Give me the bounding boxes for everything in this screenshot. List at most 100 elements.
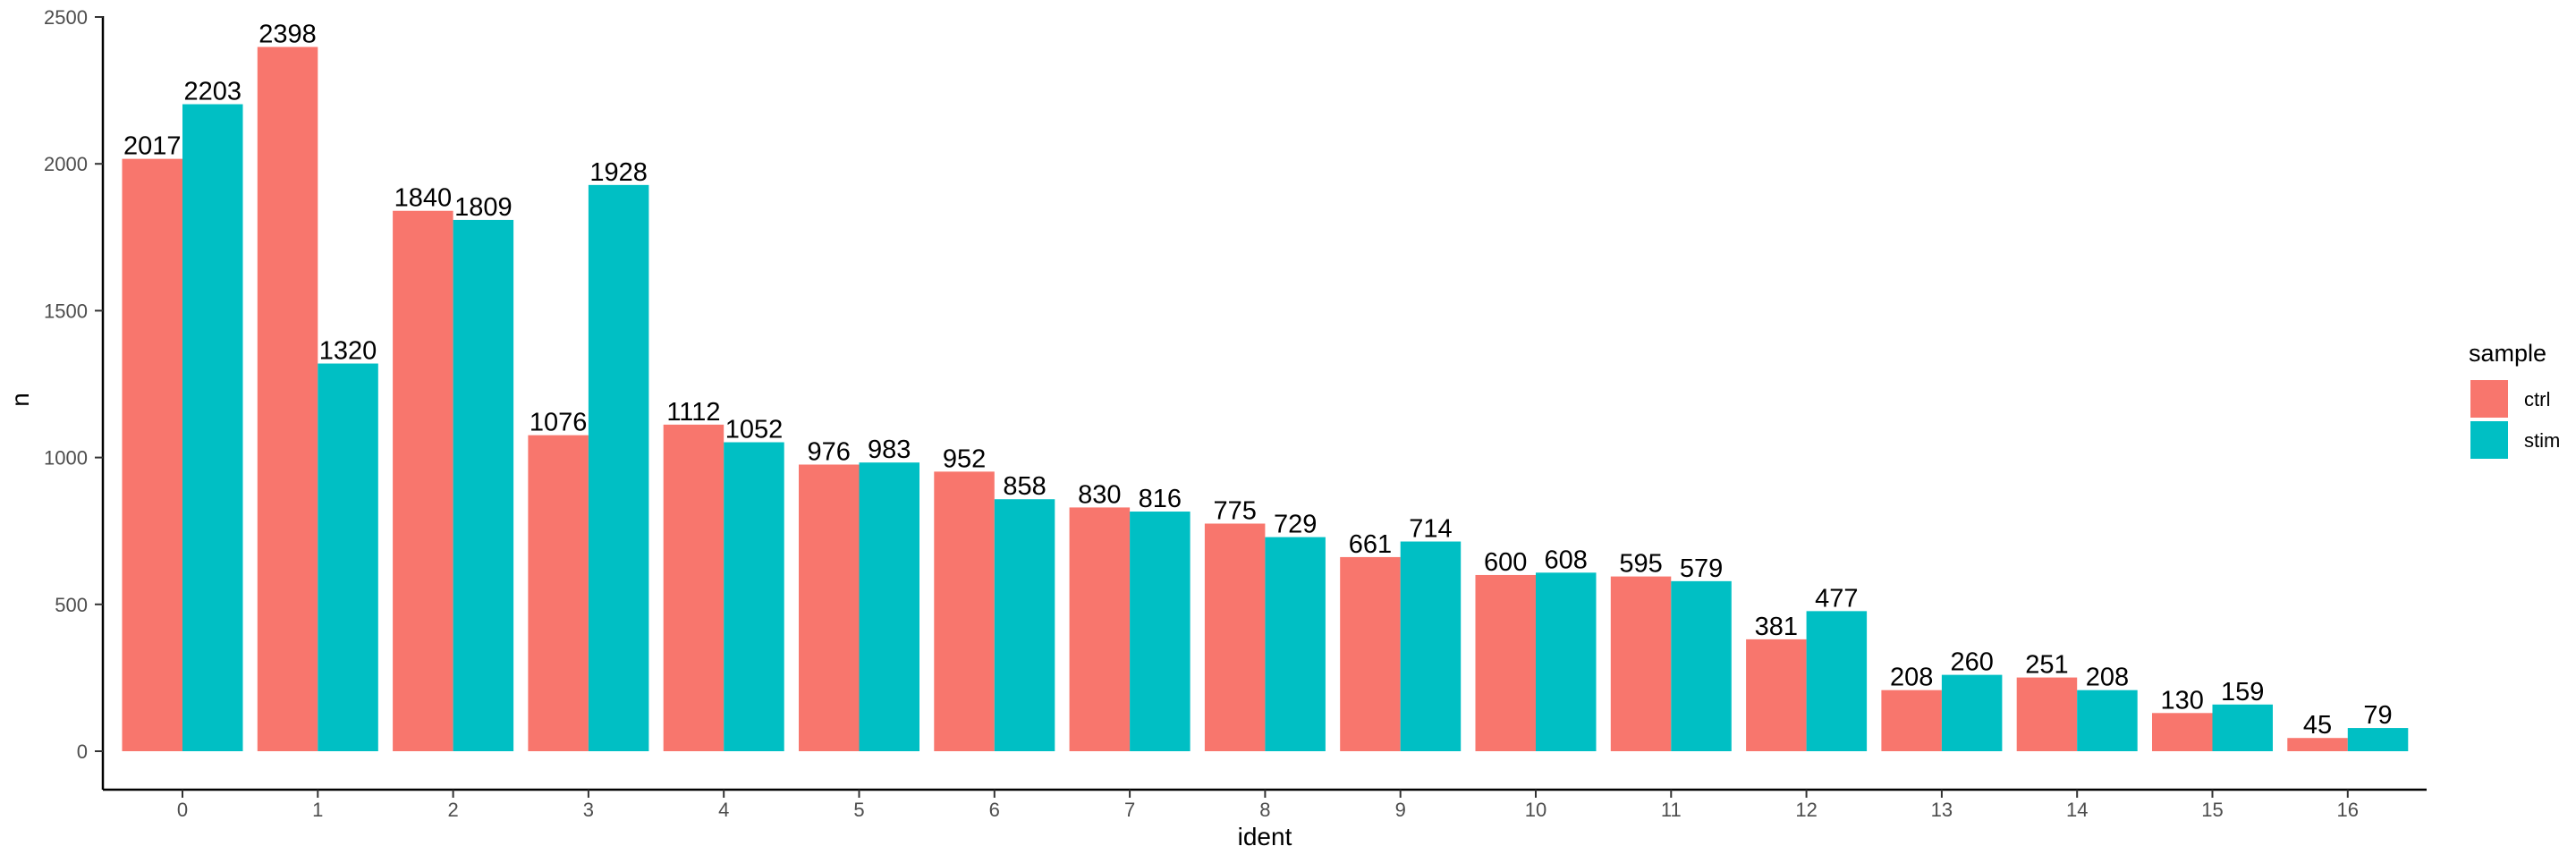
bar-ctrl-13: [1881, 690, 1942, 751]
legend: sample ctrl stim: [2469, 340, 2560, 459]
data-label-ctrl-13: 208: [1890, 664, 1933, 692]
y-tick-label-0: 0: [77, 740, 88, 763]
bar-stim-12: [1806, 611, 1868, 751]
bar-stim-4: [724, 442, 784, 751]
data-label-stim-3: 1928: [589, 158, 648, 187]
x-tick-label-3: 3: [583, 799, 594, 821]
data-label-stim-8: 729: [1274, 511, 1317, 539]
data-label-ctrl-3: 1076: [530, 409, 588, 437]
x-tick-label-6: 6: [989, 799, 1000, 821]
data-label-ctrl-5: 976: [808, 437, 851, 466]
data-label-stim-14: 208: [2086, 664, 2129, 692]
bar-stim-10: [1536, 572, 1597, 751]
bar-ctrl-16: [2287, 738, 2348, 751]
data-label-ctrl-15: 130: [2161, 686, 2204, 715]
data-label-ctrl-8: 775: [1213, 496, 1256, 525]
bar-ctrl-10: [1475, 574, 1536, 751]
x-tick-label-1: 1: [312, 799, 323, 821]
y-tick-label-1000: 1000: [44, 447, 88, 470]
x-tick-label-4: 4: [718, 799, 729, 821]
bar-stim-6: [994, 499, 1055, 751]
x-tick-label-5: 5: [853, 799, 864, 821]
x-tick-label-11: 11: [1661, 799, 1682, 821]
bar-ctrl-6: [934, 471, 995, 751]
bar-stim-1: [318, 363, 378, 751]
data-label-stim-4: 1052: [725, 416, 784, 444]
data-label-ctrl-9: 661: [1349, 530, 1392, 559]
bar-stim-7: [1130, 512, 1191, 751]
y-tick-label-2000: 2000: [44, 153, 88, 175]
bar-stim-8: [1265, 537, 1326, 751]
data-label-ctrl-6: 952: [943, 444, 986, 473]
data-label-stim-13: 260: [1950, 648, 1993, 677]
data-label-stim-12: 477: [1815, 584, 1858, 613]
x-tick-label-8: 8: [1259, 799, 1270, 821]
bar-stim-16: [2347, 728, 2409, 751]
data-label-ctrl-0: 2017: [123, 132, 182, 161]
bar-ctrl-4: [663, 424, 724, 751]
bar-ctrl-5: [799, 464, 860, 751]
data-label-ctrl-10: 600: [1484, 548, 1527, 577]
bar-ctrl-1: [257, 47, 318, 751]
bar-stim-9: [1400, 541, 1462, 751]
x-tick-label-16: 16: [2337, 799, 2359, 821]
bar-ctrl-9: [1340, 556, 1401, 751]
bar-stim-11: [1671, 580, 1732, 751]
legend-label-stim: stim: [2524, 429, 2560, 452]
data-label-stim-5: 983: [868, 436, 911, 464]
legend-label-ctrl: ctrl: [2524, 388, 2550, 410]
bars-layer: [122, 47, 2409, 752]
x-tick-label-12: 12: [1795, 799, 1817, 821]
bar-ctrl-0: [122, 158, 182, 752]
x-axis-title: ident: [1238, 823, 1292, 850]
x-tick-label-7: 7: [1124, 799, 1135, 821]
bar-stim-2: [453, 219, 514, 752]
data-label-stim-2: 1809: [454, 193, 513, 222]
bar-ctrl-11: [1610, 576, 1672, 751]
y-tick-label-2500: 2500: [44, 6, 88, 29]
x-tick-label-10: 10: [1525, 799, 1546, 821]
legend-swatch-stim: [2470, 421, 2508, 459]
bar-ctrl-12: [1746, 639, 1807, 751]
x-tick-label-2: 2: [447, 799, 458, 821]
bar-stim-3: [588, 184, 649, 752]
data-label-stim-15: 159: [2221, 678, 2264, 706]
legend-swatch-ctrl: [2470, 380, 2508, 418]
legend-title: sample: [2469, 340, 2546, 367]
data-label-ctrl-2: 1840: [394, 184, 453, 213]
data-label-stim-7: 816: [1139, 485, 1182, 513]
x-tick-label-0: 0: [177, 799, 188, 821]
bar-ctrl-7: [1069, 507, 1131, 751]
data-label-stim-0: 2203: [183, 78, 242, 106]
x-tick-label-14: 14: [2066, 799, 2088, 821]
data-label-stim-10: 608: [1545, 546, 1588, 574]
data-label-stim-1: 1320: [319, 337, 377, 366]
data-label-stim-6: 858: [1003, 472, 1046, 501]
legend-items: ctrl stim: [2470, 380, 2560, 459]
data-label-stim-9: 714: [1409, 515, 1452, 544]
data-label-ctrl-16: 45: [2303, 711, 2332, 740]
bar-ctrl-15: [2152, 713, 2213, 751]
bar-stim-15: [2212, 704, 2273, 751]
y-axis-title: n: [6, 393, 34, 407]
data-label-ctrl-1: 2398: [258, 20, 317, 48]
bar-stim-14: [2077, 690, 2138, 751]
data-label-ctrl-14: 251: [2025, 651, 2068, 680]
bar-stim-0: [182, 104, 243, 752]
bar-stim-5: [859, 462, 919, 751]
x-tick-label-13: 13: [1931, 799, 1953, 821]
x-ticks-layer: 0 1 2 3 4 5 6 7 8 9 10 11 12 13 14 15 16: [177, 790, 2359, 821]
bar-ctrl-14: [2016, 677, 2078, 751]
y-tick-label-1500: 1500: [44, 300, 88, 322]
data-label-ctrl-7: 830: [1078, 480, 1121, 509]
bar-ctrl-8: [1204, 523, 1266, 751]
x-tick-label-15: 15: [2201, 799, 2223, 821]
bar-ctrl-2: [393, 210, 453, 751]
data-label-ctrl-11: 595: [1619, 550, 1662, 579]
bar-ctrl-3: [528, 435, 589, 751]
data-label-ctrl-12: 381: [1755, 613, 1798, 641]
data-label-stim-11: 579: [1680, 554, 1723, 583]
